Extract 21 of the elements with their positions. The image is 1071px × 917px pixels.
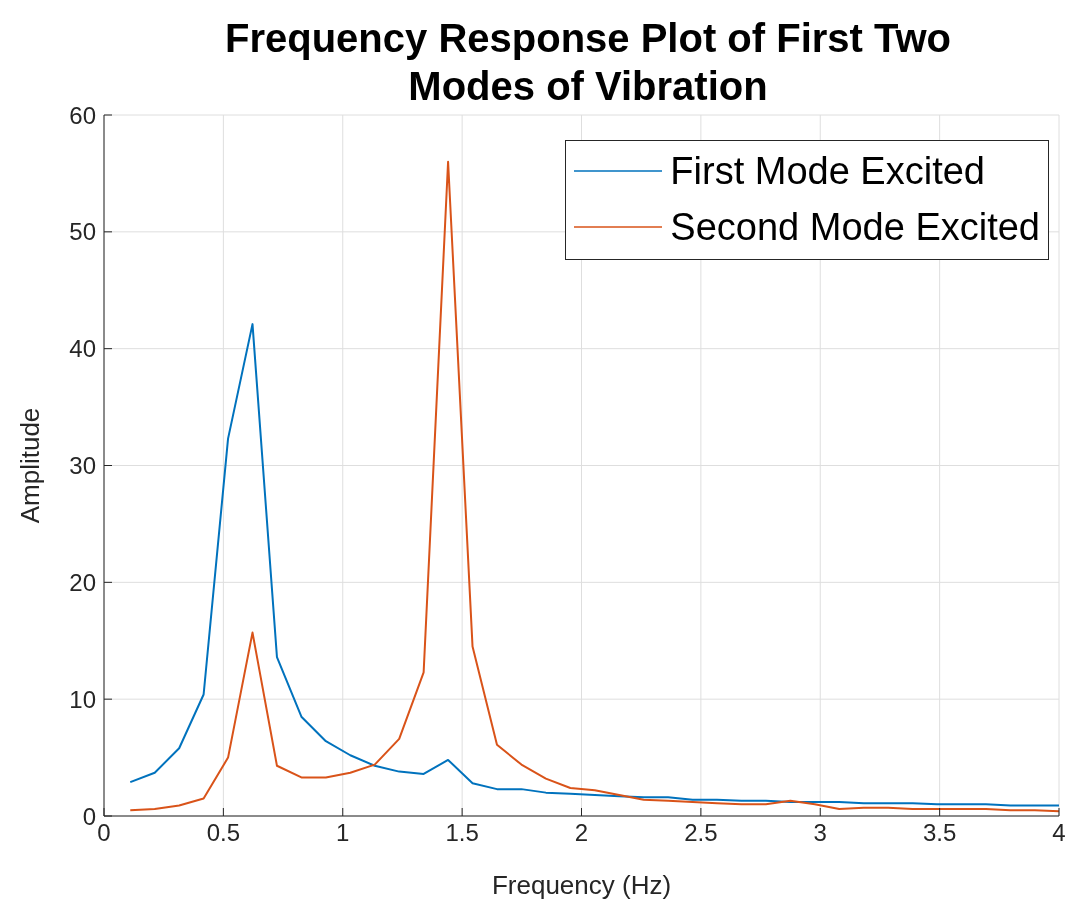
x-tick-label: 2 [574,819,589,847]
x-axis-title: Frequency (Hz) [491,870,672,900]
legend-label: First Mode Excited [670,149,985,194]
x-tick-label: 1.5 [445,819,479,847]
y-tick-label: 60 [69,101,96,129]
legend-label: Second Mode Excited [670,205,1040,250]
x-tick-label: 1 [336,819,350,847]
y-tick-label: 20 [69,568,96,596]
x-tick-label: 0.5 [206,819,241,847]
x-tick-label: 2.5 [684,819,718,847]
y-tick-label: 40 [69,335,96,363]
x-tick-label: 3.5 [922,819,957,847]
line-series [129,323,1059,807]
y-axis-title: Amplitude [15,407,46,524]
y-tick-label: 50 [69,218,96,246]
y-tick-label: 0 [82,802,96,830]
y-tick-label: 10 [69,685,96,713]
chart-title: Frequency Response Plot of First Two Modes of Vibration [224,15,952,110]
x-tick-label: 4 [1052,819,1066,847]
y-tick-label: 30 [69,452,96,480]
x-tick-label: 3 [813,819,827,847]
